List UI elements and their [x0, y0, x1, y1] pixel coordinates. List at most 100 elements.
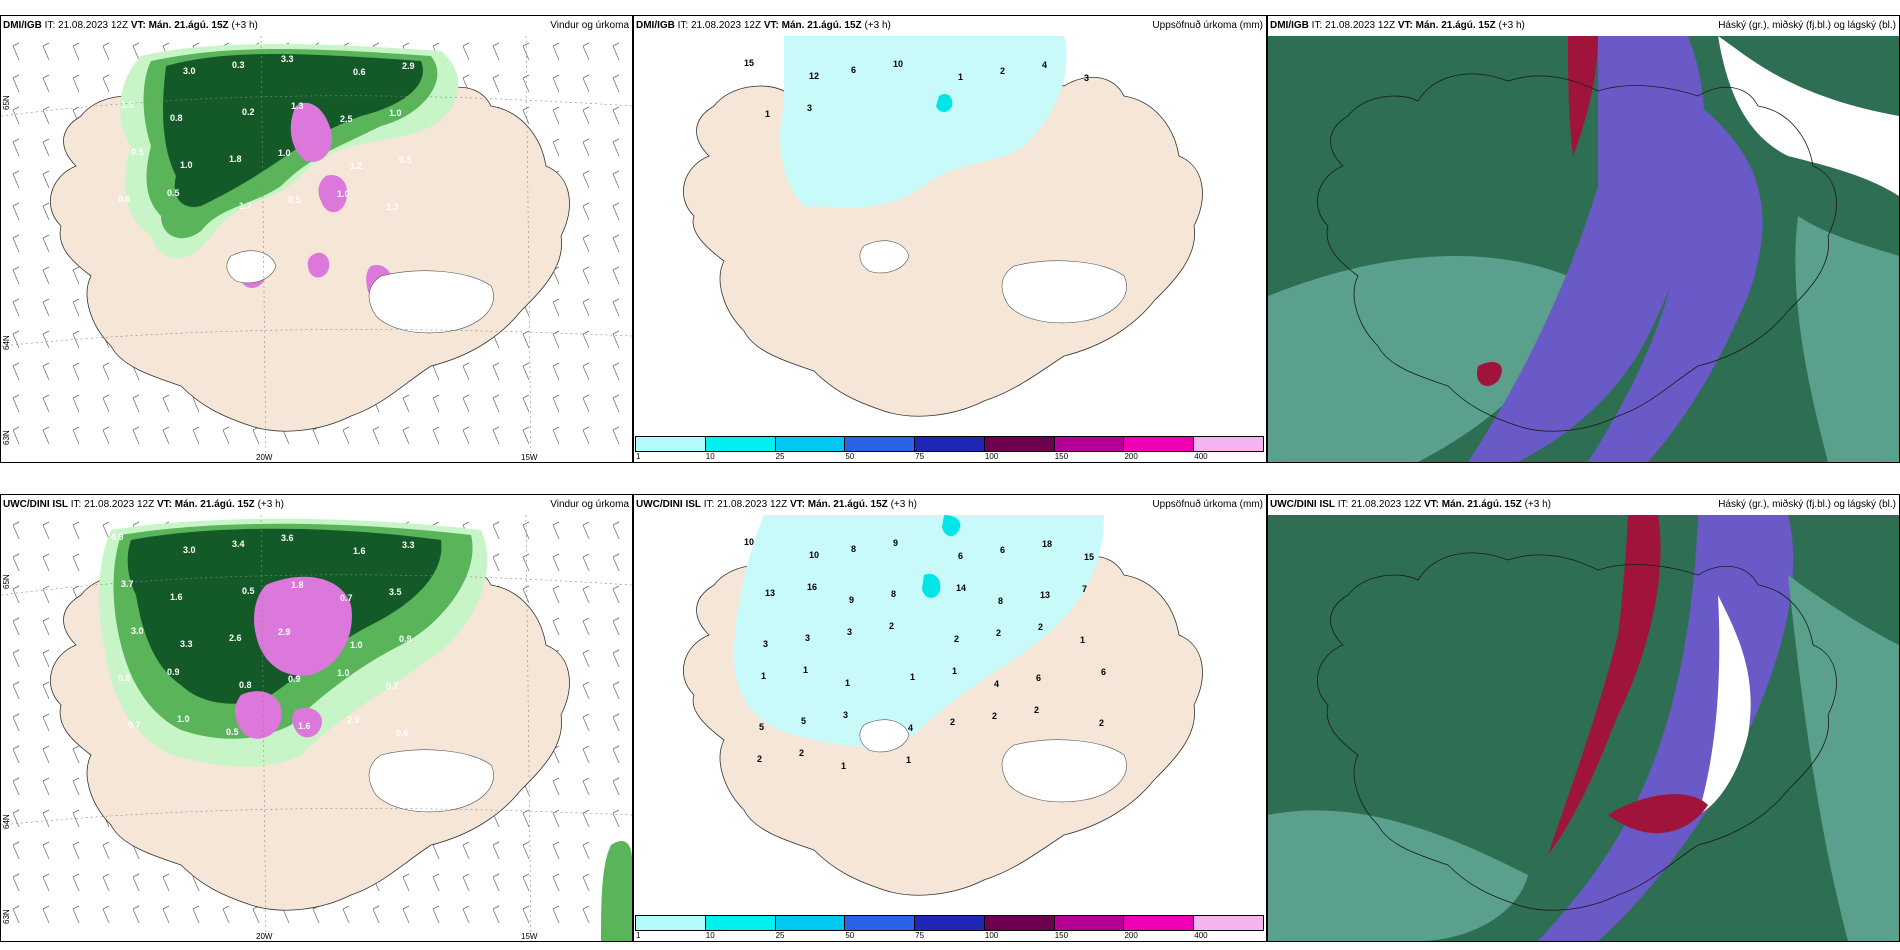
accum-label: 2 — [1038, 622, 1043, 632]
wind-barb — [222, 426, 230, 445]
wind-barb — [342, 426, 350, 445]
wind-barb — [42, 330, 50, 349]
wind-barb — [462, 905, 470, 924]
wind-barb — [522, 585, 530, 604]
precip-label: 1.5 — [121, 100, 134, 110]
wind-barb — [582, 106, 590, 125]
precip-label: 0.2 — [242, 107, 255, 117]
source-label: UWC/DINI ISL — [1270, 499, 1335, 510]
accum-label: 1 — [761, 671, 766, 681]
accum-label: 1 — [958, 72, 963, 82]
wind-barb — [552, 521, 560, 540]
colorbar-swatch — [774, 436, 846, 452]
precip-label: 1.3 — [386, 202, 399, 212]
it-value: 21.08.2023 12Z — [691, 20, 762, 31]
wind-barb — [582, 713, 590, 732]
source-label: UWC/DINI ISL — [636, 499, 701, 510]
accum-label: 18 — [1042, 539, 1052, 549]
colorbar-swatches — [635, 436, 1265, 452]
wind-barb — [612, 42, 620, 61]
glaciers — [368, 749, 494, 813]
wind-barb — [12, 106, 20, 125]
source-label: DMI/IGB — [636, 20, 675, 31]
it-value: 21.08.2023 12Z — [58, 20, 129, 31]
lon-label-20w: 20W — [256, 932, 273, 941]
precip-label: 0.6 — [396, 728, 409, 738]
vt-value: Mán. 21.ágú. 15Z — [807, 499, 888, 510]
wind-barb — [462, 394, 470, 413]
wind-barb — [612, 745, 620, 764]
wind-barb — [162, 394, 170, 413]
wind-barb — [582, 681, 590, 700]
glaciers — [226, 250, 494, 334]
wind-barb — [12, 330, 20, 349]
wind-barb — [612, 521, 620, 540]
precip-label: 0.9 — [167, 667, 180, 677]
panel-dmi-wind-precip: DMI/IGB IT: 21.08.2023 12Z VT: Mán. 21.á… — [0, 15, 633, 463]
wind-barb — [582, 74, 590, 93]
wind-barb — [42, 426, 50, 445]
accum-label: 1 — [906, 755, 911, 765]
wind-barb — [72, 873, 80, 892]
wind-barb — [462, 42, 470, 61]
wind-barb — [432, 394, 440, 413]
wind-barb — [72, 745, 80, 764]
panel-title: Uppsöfnuð úrkoma (mm) — [1152, 499, 1263, 510]
colorbar-swatch — [635, 436, 706, 452]
wind-barb — [612, 777, 620, 796]
wind-barb — [42, 841, 50, 860]
panel-header: DMI/IGB IT: 21.08.2023 12Z VT: Mán. 21.á… — [1, 16, 632, 36]
wind-barb — [552, 905, 560, 924]
wind-barb — [42, 202, 50, 221]
accum-label: 10 — [893, 59, 903, 69]
colorbar-label: 1 — [636, 452, 641, 461]
vt-label: VT: — [789, 499, 805, 510]
wind-barb — [612, 649, 620, 668]
accum-label: 6 — [958, 551, 963, 561]
colorbar-swatch — [704, 915, 776, 931]
precip-label: 1.3 — [291, 101, 304, 111]
wind-barb — [72, 42, 80, 61]
wind-barb — [582, 553, 590, 572]
precip-label: 3.3 — [180, 639, 193, 649]
wind-barb — [582, 521, 590, 540]
panel-header: UWC/DINI ISL IT: 21.08.2023 12Z VT: Mán.… — [634, 495, 1266, 515]
wind-barb — [42, 234, 50, 253]
wind-barb — [42, 298, 50, 317]
accum-label: 2 — [996, 628, 1001, 638]
colorbar-label: 1 — [636, 931, 641, 940]
wind-barb — [612, 234, 620, 253]
panel-dmi-clouds: DMI/IGB IT: 21.08.2023 12Z VT: Mán. 21.á… — [1267, 15, 1900, 463]
accum-label: 2 — [992, 711, 997, 721]
precip-label: 0.6 — [353, 67, 366, 77]
precip-label: 3.3 — [281, 54, 294, 64]
accum-label: 1 — [845, 678, 850, 688]
wind-barb — [612, 809, 620, 828]
wind-barb — [492, 362, 500, 381]
precip-label: 1.0 — [350, 640, 363, 650]
precip-label: 0.8 — [118, 673, 131, 683]
wind-barb — [12, 905, 20, 924]
colorbar-label: 150 — [1054, 931, 1069, 940]
colorbar-swatch — [1053, 436, 1125, 452]
accum-label: 2 — [1000, 66, 1005, 76]
wind-barb — [552, 106, 560, 125]
precip-label: 3.0 — [183, 545, 196, 555]
wind-barb — [612, 266, 620, 285]
accum-label: 16 — [807, 582, 817, 592]
accum-label: 3 — [847, 627, 852, 637]
precip-label: 3.0 — [131, 626, 144, 636]
wind-barb — [42, 170, 50, 189]
wind-barb — [192, 426, 200, 445]
accum-label: 4 — [1042, 60, 1047, 70]
colorbar-label: 10 — [705, 452, 715, 461]
precip-label: 1.7 — [239, 201, 252, 211]
accum-label: 9 — [849, 595, 854, 605]
wind-barb — [42, 138, 50, 157]
accum-label: 3 — [1084, 73, 1089, 83]
wind-barb — [342, 905, 350, 924]
colorbar-swatch — [914, 436, 985, 452]
precip-label: 0.5 — [242, 586, 255, 596]
panel-header: UWC/DINI ISL IT: 21.08.2023 12Z VT: Mán.… — [1268, 495, 1899, 515]
precip-label: 3.6 — [281, 533, 294, 543]
